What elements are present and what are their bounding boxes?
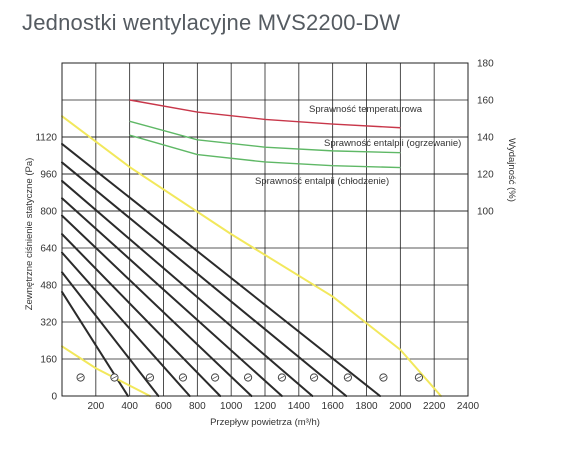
efficiency-curves	[129, 99, 401, 169]
pressure-curve-2	[61, 161, 348, 397]
curve-marker-slash-4	[212, 375, 218, 380]
y-right-tick-label-1: 120	[477, 170, 494, 181]
x-tick-label-1: 400	[121, 401, 138, 412]
y-right-tick-label-0: 100	[477, 207, 494, 218]
pressure-curve-10	[61, 345, 151, 397]
curve-marker-slash-7	[311, 375, 317, 380]
curve-marker-slash-8	[345, 375, 351, 380]
y-left-axis-label: Zewnętrzne ciśnienie statyczne (Pa)	[24, 158, 35, 311]
annotation-enthalpy-cooling: Sprawność entalpii (chłodzenie)	[255, 176, 389, 187]
y-left-tick-label-1: 160	[40, 355, 57, 366]
x-tick-label-11: 2400	[457, 401, 480, 412]
pressure-curve-0	[61, 115, 442, 397]
plot-frame	[61, 62, 469, 397]
curve-marker-slash-5	[245, 375, 251, 380]
curve-markers	[76, 373, 424, 382]
page-title: Jednostki wentylacyjne MVS2200-DW	[22, 10, 401, 35]
x-tick-label-9: 2000	[389, 401, 412, 412]
x-tick-label-0: 200	[87, 401, 104, 412]
annotation-temperature-efficiency: Sprawność temperaturowa	[309, 104, 423, 115]
pressure-curve-8	[61, 271, 160, 397]
efficiency-curve-2	[129, 134, 401, 169]
x-tick-label-3: 800	[189, 401, 206, 412]
y-right-tick-label-2: 140	[477, 133, 494, 144]
curve-marker-slash-6	[279, 375, 285, 380]
y-left-tick-label-6: 960	[40, 170, 57, 181]
annotation-enthalpy-heating: Sprawność entalpii (ogrzewanie)	[324, 138, 461, 149]
pressure-curve-6	[61, 233, 222, 397]
y-left-tick-label-4: 640	[40, 244, 57, 255]
y-left-tick-labels: 0 160 320 480 640 800 960 1120	[35, 133, 57, 403]
y-right-axis-label: Wydajność (%)	[506, 138, 517, 202]
x-axis-label: Przepływ powietrza (m³/h)	[210, 417, 320, 428]
x-tick-labels: 200 400 600 800 1000 1200 1400 1600 1800 2000 2200…	[87, 401, 479, 412]
pressure-curve-4	[61, 197, 283, 397]
y-right-tick-labels: 100 120 140 160 180	[477, 59, 494, 218]
curve-marker-slash-1	[111, 375, 118, 380]
curve-marker-slash-10	[416, 375, 422, 380]
curve-marker-slash-0	[78, 375, 84, 380]
pressure-curves	[61, 115, 442, 397]
pressure-curve-1	[61, 142, 382, 397]
y-left-tick-label-3: 480	[40, 281, 57, 292]
x-tick-label-7: 1600	[322, 401, 345, 412]
pressure-curve-7	[61, 251, 191, 397]
grid	[62, 63, 469, 396]
y-left-tick-label-5: 800	[40, 207, 57, 218]
x-tick-label-10: 2200	[423, 401, 446, 412]
y-left-tick-label-2: 320	[40, 318, 57, 329]
efficiency-curve-0	[129, 99, 401, 129]
curve-marker-slash-2	[147, 375, 153, 380]
efficiency-curve-1	[129, 120, 401, 154]
x-tick-label-6: 1400	[288, 401, 311, 412]
x-tick-label-4: 1000	[220, 401, 243, 412]
curve-marker-slash-3	[180, 375, 186, 380]
y-right-tick-label-4: 180	[477, 59, 494, 70]
x-tick-label-2: 600	[155, 401, 172, 412]
y-left-tick-label-7: 1120	[35, 133, 57, 144]
x-tick-label-8: 1800	[355, 401, 378, 412]
x-tick-label-5: 1200	[254, 401, 277, 412]
curve-marker-slash-9	[380, 375, 386, 380]
pressure-curve-5	[61, 214, 253, 397]
y-right-tick-label-3: 160	[477, 96, 494, 107]
pressure-curve-3	[61, 179, 314, 397]
y-left-tick-label-0: 0	[51, 392, 57, 403]
